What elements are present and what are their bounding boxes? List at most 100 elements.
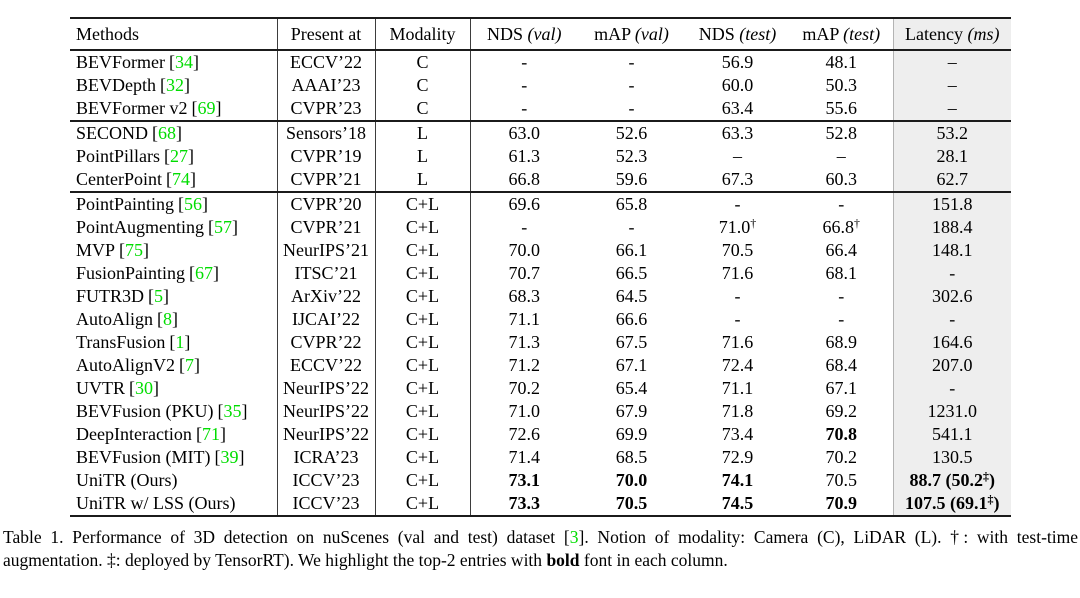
col-header-methods: Methods: [70, 18, 278, 51]
citation: [56]: [178, 194, 209, 214]
table-row: AutoAlign [8] IJCAI’22 C+L 71.1 66.6 - - …: [70, 308, 1011, 331]
map-test-cell: 66.4: [825, 240, 858, 260]
latency-cell: –: [892, 74, 1011, 97]
nds-test-cell: 74.1: [721, 470, 754, 490]
citation-ref: 1: [175, 332, 185, 352]
citation-ref: 71: [201, 424, 220, 444]
citation-ref: 34: [175, 52, 193, 72]
latency-cell: 107.5 (69.1‡): [892, 492, 1011, 516]
citation: [69]: [191, 98, 222, 118]
citation: [67]: [189, 263, 220, 283]
map-val-cell: 67.5: [615, 332, 648, 352]
citation: [30]: [129, 378, 159, 398]
citation: [57]: [208, 217, 239, 237]
col-header-nds-val: NDS (val): [470, 18, 578, 51]
map-test-cell: 70.2: [825, 447, 858, 467]
method-cell: BEVFusion (PKU) [35]: [70, 400, 278, 423]
nds-val-cell: 73.1: [508, 470, 541, 490]
table-row: UniTR w/ LSS (Ours)[] ICCV’23 C+L 73.3 7…: [70, 492, 1011, 516]
venue-cell: CVPR’22: [277, 331, 376, 354]
citation: [74]: [166, 169, 196, 189]
table-row: TransFusion [1] CVPR’22 C+L 71.3 67.5 71.…: [70, 331, 1011, 354]
venue-cell: ECCV’22: [277, 50, 376, 74]
col-header-present-at: Present at: [277, 18, 376, 51]
citation: [34]: [169, 52, 199, 72]
table-row: BEVDepth [32] AAAI’23 C - - 60.0 50.3 –: [70, 74, 1011, 97]
caption-text: . Notion of modality: Camera (C), LiDAR …: [3, 527, 1079, 570]
map-val-cell: 59.6: [615, 169, 648, 189]
venue-cell: NeurIPS’21: [277, 239, 376, 262]
latency-cell: -: [892, 262, 1011, 285]
method-cell: PointAugmenting [57]: [70, 216, 278, 239]
map-val-cell: 70.0: [615, 470, 648, 490]
venue-cell: CVPR’23: [277, 97, 376, 121]
citation-ref: 27: [170, 146, 189, 166]
modality-cell: C+L: [375, 331, 471, 354]
map-val-cell: 70.5: [615, 493, 648, 513]
map-val-cell: 67.9: [615, 401, 648, 421]
venue-cell: CVPR’21: [277, 216, 376, 239]
nds-test-cell: 71.0†: [718, 216, 757, 237]
table-row: UVTR [30] NeurIPS’22 C+L 70.2 65.4 71.1 6…: [70, 377, 1011, 400]
venue-cell: CVPR’20: [277, 191, 376, 216]
map-test-cell: -: [838, 309, 845, 329]
map-val-cell: 52.3: [615, 146, 648, 166]
modality-cell: L: [375, 145, 471, 168]
table-row: FUTR3D [5] ArXiv’22 C+L 68.3 64.5 - - 302…: [70, 285, 1011, 308]
table-row: AutoAlignV2 [7] ECCV’22 C+L 71.2 67.1 72.…: [70, 354, 1011, 377]
nds-test-cell: 60.0: [721, 75, 754, 95]
citation: [39]: [214, 447, 245, 467]
method-cell: TransFusion [1]: [70, 331, 278, 354]
latency-cell: 53.2: [892, 120, 1011, 145]
nds-val-cell: 71.1: [508, 309, 541, 329]
table-row: PointAugmenting [57] CVPR’21 C+L - - 71.0…: [70, 216, 1011, 239]
latency-cell: –: [892, 50, 1011, 74]
citation: [8]: [157, 309, 179, 329]
nds-val-cell: 70.2: [508, 378, 541, 398]
map-val-cell: 69.9: [615, 424, 648, 444]
latency-cell: 207.0: [892, 354, 1011, 377]
nds-test-cell: 67.3: [721, 169, 754, 189]
nds-test-cell: 72.9: [721, 447, 754, 467]
nds-val-cell: -: [521, 98, 528, 118]
method-cell: BEVDepth [32]: [70, 74, 278, 97]
method-cell: MVP [75]: [70, 239, 278, 262]
latency-cell: 188.4: [892, 216, 1011, 239]
citation: [68]: [152, 123, 183, 143]
map-val-cell: -: [628, 217, 635, 237]
venue-cell: AAAI’23: [277, 74, 376, 97]
method-cell: BEVFormer v2 [69]: [70, 97, 278, 121]
citation-ref: 74: [172, 169, 190, 189]
citation-bracket: [: [563, 527, 570, 547]
latency-cell: -: [892, 377, 1011, 400]
venue-cell: ITSC’21: [277, 262, 376, 285]
map-test-cell: 70.9: [825, 493, 858, 513]
citation-ref: 68: [158, 123, 177, 143]
map-test-cell: 67.1: [825, 378, 858, 398]
table-row: UniTR (Ours)[] ICCV’23 C+L 73.1 70.0 74.…: [70, 469, 1011, 492]
table-row: MVP [75] NeurIPS’21 C+L 70.0 66.1 70.5 66…: [70, 239, 1011, 262]
method-cell: AutoAlignV2 [7]: [70, 354, 278, 377]
nds-val-cell: -: [521, 75, 528, 95]
citation-ref: 7: [185, 355, 194, 375]
method-cell: BEVFusion (MIT) [39]: [70, 446, 278, 469]
col-header-nds-test: NDS (test): [685, 18, 790, 51]
table-row: PointPillars [27] CVPR’19 L 61.3 52.3 – –…: [70, 145, 1011, 168]
modality-cell: C+L: [375, 446, 471, 469]
venue-cell: ArXiv’22: [277, 285, 376, 308]
table-row: BEVFusion (MIT) [39] ICRA’23 C+L 71.4 68.…: [70, 446, 1011, 469]
nds-test-cell: 63.3: [685, 120, 790, 145]
table-row: BEVFusion (PKU) [35] NeurIPS’22 C+L 71.0 …: [70, 400, 1011, 423]
venue-cell: ICCV’23: [277, 469, 376, 492]
map-test-cell: 66.8†: [822, 216, 860, 237]
nds-test-cell: 72.4: [721, 355, 754, 375]
nds-val-cell: 68.3: [508, 286, 541, 306]
citation-ref: 67: [195, 263, 214, 283]
method-cell: FUTR3D [5]: [70, 285, 278, 308]
col-header-map-val: mAP (val): [578, 18, 685, 51]
nds-test-cell: 71.1: [721, 378, 754, 398]
citation-ref: 8: [163, 309, 173, 329]
latency-cell: 62.7: [892, 168, 1011, 192]
venue-cell: IJCAI’22: [277, 308, 376, 331]
modality-cell: C+L: [375, 285, 471, 308]
